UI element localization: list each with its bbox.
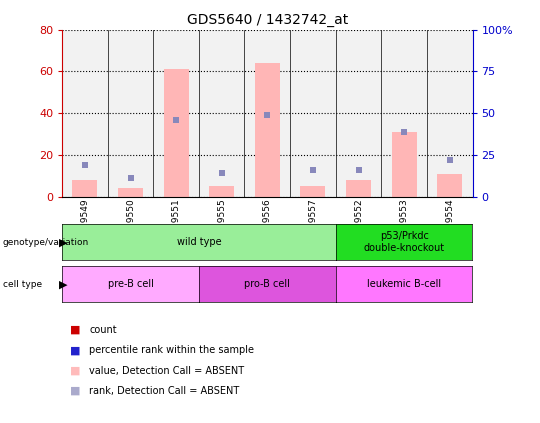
Bar [209,186,234,197]
Text: cell type: cell type [3,280,42,289]
Point [263,111,272,118]
Point [172,116,180,123]
Text: wild type: wild type [177,237,221,247]
Bar [437,174,462,197]
Point [354,167,363,173]
Point [446,157,454,163]
Text: percentile rank within the sample: percentile rank within the sample [89,345,254,355]
Text: pre-B cell: pre-B cell [107,280,153,289]
Title: GDS5640 / 1432742_at: GDS5640 / 1432742_at [187,13,348,27]
Bar [300,186,326,197]
Text: ■: ■ [70,386,80,396]
Point [308,167,317,173]
Point [218,170,226,177]
Text: ▶: ▶ [59,237,68,247]
Bar [72,180,97,197]
Text: ■: ■ [70,345,80,355]
Bar [255,63,280,197]
Text: leukemic B-cell: leukemic B-cell [367,280,441,289]
Text: ■: ■ [70,365,80,376]
Text: value, Detection Call = ABSENT: value, Detection Call = ABSENT [89,365,244,376]
Text: ■: ■ [70,325,80,335]
Bar [164,69,188,197]
Point [126,175,135,182]
Bar [346,180,371,197]
Point [400,128,408,135]
Text: genotype/variation: genotype/variation [3,238,89,247]
Point [80,162,89,168]
Text: ▶: ▶ [59,280,68,289]
Bar [392,132,417,197]
Text: rank, Detection Call = ABSENT: rank, Detection Call = ABSENT [89,386,239,396]
Text: pro-B cell: pro-B cell [245,280,290,289]
Text: p53/Prkdc
double-knockout: p53/Prkdc double-knockout [363,231,444,253]
Text: count: count [89,325,117,335]
Bar [118,188,143,197]
